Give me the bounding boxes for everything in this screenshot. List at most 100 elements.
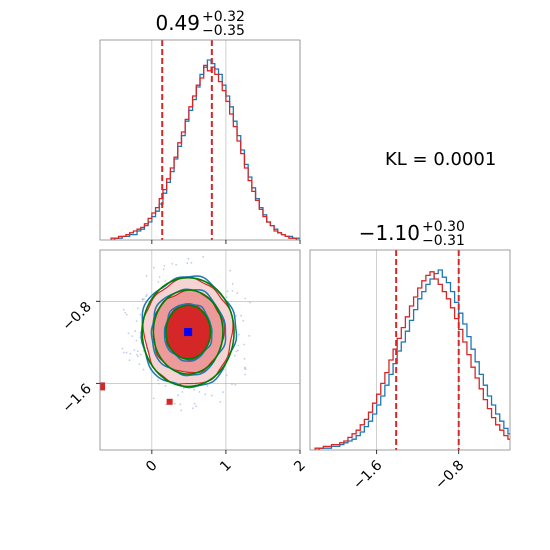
red-outlier-left bbox=[100, 382, 105, 391]
scatter-point bbox=[121, 347, 124, 350]
joint-x-tick-label-1: 1 bbox=[217, 458, 235, 476]
scatter-point bbox=[137, 307, 139, 310]
scatter-point bbox=[243, 343, 246, 346]
scatter-point bbox=[233, 354, 236, 357]
red-outlier-bottom bbox=[166, 398, 173, 405]
scatter-point bbox=[139, 313, 142, 316]
scatter-point bbox=[202, 255, 205, 258]
top-hist-blue bbox=[111, 59, 300, 240]
scatter-point bbox=[248, 335, 251, 337]
scatter-point bbox=[127, 332, 130, 334]
scatter-point bbox=[152, 397, 155, 400]
scatter-point bbox=[187, 257, 190, 260]
scatter-point bbox=[174, 402, 176, 405]
right-histograms bbox=[314, 250, 510, 450]
scatter-point bbox=[142, 350, 145, 352]
scatter-point bbox=[139, 353, 142, 356]
scatter-point bbox=[153, 266, 155, 269]
right-hist-blue bbox=[315, 269, 510, 450]
scatter-point bbox=[171, 263, 174, 265]
scatter-point bbox=[204, 393, 207, 396]
scatter-point bbox=[237, 349, 239, 352]
param1-title: −1.10 +0.30−0.31 bbox=[359, 219, 465, 249]
scatter-point bbox=[242, 319, 245, 322]
scatter-point bbox=[125, 313, 128, 316]
scatter-point bbox=[226, 290, 229, 293]
scatter-point bbox=[229, 269, 232, 272]
scatter-point bbox=[244, 366, 247, 369]
scatter-point bbox=[231, 290, 234, 292]
scatter-point bbox=[129, 352, 132, 355]
scatter-point bbox=[158, 276, 161, 278]
scatter-point bbox=[179, 403, 182, 406]
gaussian-ellipse-1 bbox=[152, 289, 224, 375]
scatter-point bbox=[177, 394, 180, 397]
scatter-point bbox=[243, 357, 246, 360]
scatter-point bbox=[142, 368, 145, 371]
scatter-point bbox=[157, 281, 160, 283]
scatter-point bbox=[135, 320, 138, 322]
param1-title-minus: −0.31 bbox=[422, 233, 465, 249]
kl-annotation: KL = 0.0001 bbox=[385, 149, 496, 170]
scatter-point bbox=[191, 407, 194, 410]
right-x-tick-label-1: −0.8 bbox=[432, 458, 467, 493]
scatter-point bbox=[162, 268, 165, 271]
scatter-point bbox=[219, 401, 222, 403]
scatter-point bbox=[236, 292, 239, 295]
scatter-point bbox=[195, 405, 198, 408]
joint-x-tick-label-0: 0 bbox=[143, 458, 161, 476]
scatter-point bbox=[157, 379, 159, 382]
right-x-tick-label-0: −1.6 bbox=[350, 457, 385, 492]
param0-title-minus: −0.35 bbox=[202, 23, 245, 39]
scatter-point bbox=[175, 263, 178, 266]
scatter-point bbox=[244, 368, 247, 371]
scatter-point bbox=[141, 297, 144, 300]
joint-x-tick-label-2: 2 bbox=[291, 458, 309, 476]
param0-title-median: 0.49 bbox=[155, 11, 200, 35]
scatter-point bbox=[164, 385, 167, 387]
right-panel-frame bbox=[309, 249, 511, 451]
scatter-point bbox=[193, 389, 196, 391]
scatter-point bbox=[244, 373, 246, 376]
scatter-point bbox=[240, 314, 243, 317]
scatter-point bbox=[135, 339, 138, 342]
gaussian-ellipse-2 bbox=[141, 276, 235, 388]
joint-y-tick-label-0: −1.6 bbox=[59, 381, 94, 416]
scatter-point bbox=[131, 335, 134, 337]
scatter-point bbox=[125, 351, 128, 354]
contour-blue-level-0 bbox=[163, 302, 213, 362]
scatter-point bbox=[225, 374, 228, 377]
scatter-point bbox=[210, 394, 213, 397]
scatter-point bbox=[163, 265, 166, 267]
top-histograms bbox=[110, 40, 300, 240]
scatter-point bbox=[234, 383, 237, 386]
joint-panel-frame bbox=[99, 249, 301, 451]
scatter-point bbox=[198, 391, 201, 393]
scatter-point bbox=[164, 280, 167, 282]
scatter-point bbox=[249, 301, 251, 304]
scatter-point bbox=[238, 333, 240, 336]
scatter-point bbox=[133, 349, 136, 351]
top-hist-red bbox=[110, 64, 300, 240]
right-hist-red bbox=[314, 271, 510, 450]
scatter-point bbox=[206, 385, 209, 387]
scatter-point bbox=[193, 402, 196, 405]
scatter-point bbox=[186, 262, 189, 264]
param1-title-plus: +0.30 bbox=[422, 219, 465, 235]
contour-blue-level-1 bbox=[150, 288, 227, 377]
scatter-point bbox=[231, 283, 234, 285]
gaussian-ellipse-0 bbox=[165, 304, 212, 360]
scatter-point bbox=[183, 387, 185, 390]
scatter-point bbox=[244, 297, 247, 300]
scatter-point bbox=[136, 353, 138, 356]
scatter-point bbox=[124, 312, 127, 314]
scatter-point bbox=[225, 296, 228, 299]
param1-title-median: −1.10 bbox=[359, 221, 420, 245]
scatter-point bbox=[145, 295, 148, 298]
scatter-point bbox=[235, 350, 238, 353]
scatter-point bbox=[231, 383, 233, 386]
scatter-point bbox=[123, 351, 125, 354]
param0-title-plus: +0.32 bbox=[202, 9, 245, 25]
scatter-point bbox=[165, 403, 167, 406]
